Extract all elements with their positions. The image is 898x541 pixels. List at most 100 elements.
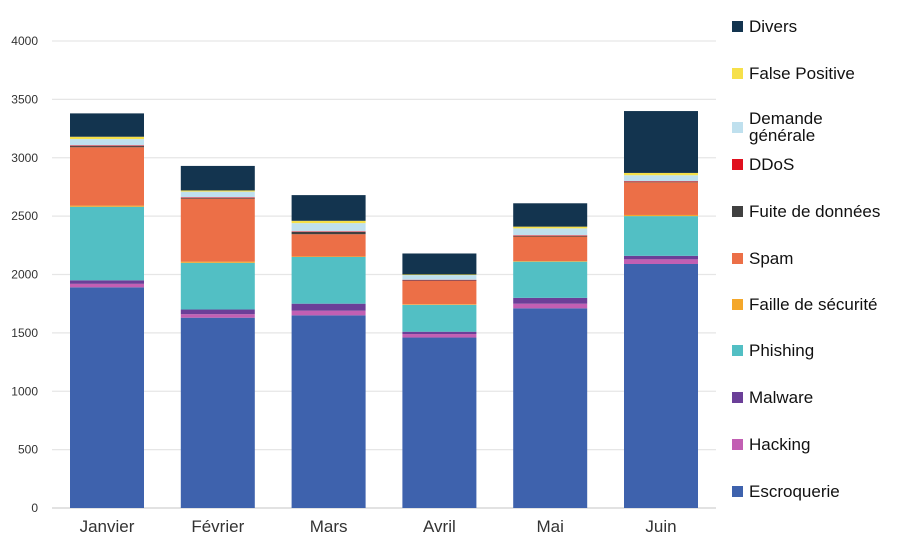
legend-item: Divers — [732, 18, 797, 35]
bar-segment-ddos-février — [180, 197, 255, 199]
y-tick-label: 1500 — [11, 326, 38, 340]
bar-segment-false-positive-avril — [402, 274, 477, 276]
bar-segment-hacking-mars — [291, 310, 366, 316]
y-tick-label: 3000 — [11, 151, 38, 165]
bar-segment-demande-g-n-rale-janvier — [70, 139, 144, 146]
legend-item: Spam — [732, 250, 793, 267]
bar-segment-faille-de-s-curit--juin — [624, 214, 698, 217]
bar-segment-fuite-de-donn-es-février — [180, 198, 255, 199]
legend-swatch — [732, 21, 743, 32]
bar-segment-spam-février — [180, 198, 255, 262]
bar-segment-faille-de-s-curit--février — [180, 261, 255, 263]
bar-segment-fuite-de-donn-es-janvier — [70, 146, 144, 148]
legend-item: Fuite de données — [732, 203, 880, 220]
x-tick-label: Février — [191, 517, 244, 536]
legend-item: DDoS — [732, 156, 794, 173]
legend-item: Faille de sécurité — [732, 296, 878, 313]
bar-segment-fuite-de-donn-es-mai — [513, 235, 588, 237]
y-tick-label: 500 — [18, 443, 38, 457]
bar-segment-hacking-mai — [513, 303, 588, 309]
legend-label: Escroquerie — [749, 482, 840, 501]
bar-segment-hacking-janvier — [70, 283, 144, 288]
bar-segment-malware-juin — [624, 255, 698, 260]
bar-segment-hacking-février — [180, 314, 255, 318]
bar-segment-malware-janvier — [70, 280, 144, 284]
bar-segment-false-positive-juin — [624, 172, 698, 176]
bar-segment-escroquerie-avril — [402, 337, 477, 508]
y-tick-label: 2000 — [11, 268, 38, 282]
bar-segment-divers-mars — [291, 195, 366, 221]
legend-swatch — [732, 68, 743, 79]
bar-segment-false-positive-mai — [513, 226, 588, 229]
y-tick-label: 2500 — [11, 209, 38, 223]
bar-segment-ddos-juin — [624, 181, 698, 182]
legend-label: DDoS — [749, 155, 795, 174]
legend-label: Fuite de données — [749, 202, 881, 221]
legend-item: Escroquerie — [732, 483, 840, 500]
legend-item: Phishing — [732, 342, 814, 359]
bar-segment-divers-mai — [513, 203, 588, 227]
bar-segment-malware-février — [180, 309, 255, 315]
bar-segment-spam-janvier — [70, 147, 144, 206]
legend-label: Faille de sécurité — [749, 295, 878, 314]
bar-segment-false-positive-février — [180, 190, 255, 192]
bar-segment-escroquerie-février — [180, 317, 255, 508]
y-axis-tick-labels: 0 500 1000 1500 2000 2500 3000 3500 4000 — [11, 34, 38, 515]
bar-segment-phishing-mai — [513, 261, 588, 298]
bar-segment-divers-février — [180, 165, 255, 191]
bar-segment-escroquerie-janvier — [70, 287, 144, 508]
bar-segment-phishing-mars — [291, 256, 366, 304]
legend-swatch — [732, 159, 743, 170]
legend-label: Hacking — [749, 435, 811, 454]
bar-segment-spam-juin — [624, 182, 698, 215]
legend-swatch — [732, 299, 743, 310]
bar-segment-phishing-février — [180, 262, 255, 310]
bar-segment-faille-de-s-curit--mars — [291, 256, 366, 257]
legend-swatch — [732, 486, 743, 497]
bar-segment-spam-avril — [402, 280, 477, 305]
bar-segment-hacking-juin — [624, 259, 698, 264]
bar-segment-demande-g-n-rale-avril — [402, 275, 477, 280]
bar-segment-demande-g-n-rale-mars — [291, 223, 366, 232]
y-tick-label: 3500 — [11, 92, 38, 106]
bar-segment-malware-avril — [402, 331, 477, 335]
bar-segment-demande-g-n-rale-mai — [513, 228, 588, 236]
bar-segment-phishing-avril — [402, 304, 477, 332]
legend-label: Phishing — [749, 341, 815, 360]
bar-segment-demande-g-n-rale-février — [180, 191, 255, 198]
legend-label: Spam — [749, 249, 794, 268]
legend-swatch — [732, 253, 743, 264]
bar-segment-escroquerie-mars — [291, 315, 366, 508]
legend-item: False Positive — [732, 65, 855, 82]
bar-segment-ddos-janvier — [70, 145, 144, 147]
x-axis-tick-labels: Janvier Février Mars Avril Mai Juin — [80, 517, 677, 536]
legend-swatch — [732, 439, 743, 450]
x-tick-label: Mai — [536, 517, 563, 536]
bar-segment-faille-de-s-curit--mai — [513, 261, 588, 262]
bar-segment-faille-de-s-curit--janvier — [70, 205, 144, 207]
bar-segment-divers-janvier — [70, 113, 144, 137]
x-tick-label: Janvier — [80, 517, 135, 536]
legend-label: Malware — [749, 388, 814, 407]
bar-segment-phishing-janvier — [70, 206, 144, 281]
x-tick-label: Juin — [645, 517, 676, 536]
y-tick-label: 0 — [31, 501, 38, 515]
bar-segment-fuite-de-donn-es-avril — [402, 280, 477, 281]
legend-label: Demande générale — [749, 109, 823, 145]
bar-segment-faille-de-s-curit--avril — [402, 304, 477, 305]
legend-item: Malware — [732, 389, 813, 406]
bar-segment-demande-g-n-rale-juin — [624, 175, 698, 182]
legend-label: Divers — [749, 17, 798, 36]
bar-segment-fuite-de-donn-es-mars — [291, 231, 366, 235]
legend-swatch — [732, 392, 743, 403]
bar-segment-spam-mars — [291, 234, 366, 257]
bar-segment-false-positive-janvier — [70, 136, 144, 140]
bar-segment-escroquerie-mai — [513, 308, 588, 508]
legend-item: Hacking — [732, 436, 810, 453]
bar-segment-fuite-de-donn-es-juin — [624, 181, 698, 183]
bar-segment-divers-juin — [624, 111, 698, 173]
bar-segment-ddos-mars — [291, 231, 366, 232]
bar-segment-malware-mai — [513, 297, 588, 304]
x-tick-label: Avril — [423, 517, 456, 536]
